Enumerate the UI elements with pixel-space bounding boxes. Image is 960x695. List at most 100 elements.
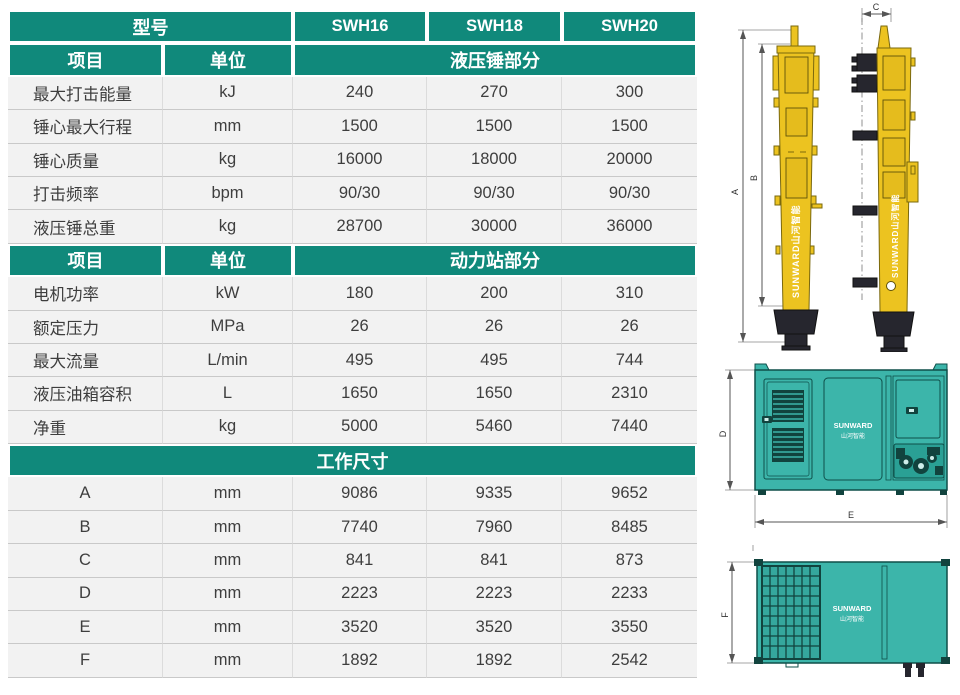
table-row: 锤心最大行程 mm 1500 1500 1500 [8, 110, 697, 144]
cell-value: 300 [562, 76, 697, 111]
dimension-arrows [729, 562, 735, 663]
col-header-swh20: SWH20 [562, 10, 697, 44]
table-row: 锤心质量 kg 16000 18000 20000 [8, 143, 697, 177]
cell-unit: mm [163, 477, 293, 511]
cell-value: 1500 [427, 110, 562, 144]
cell-value: 744 [562, 343, 697, 378]
cell-value: 90/30 [427, 176, 562, 211]
cell-unit: kg [163, 410, 293, 445]
section-header-row: 项目 单位 动力站部分 [8, 243, 697, 278]
table-row: 液压锤总重 kg 28700 30000 36000 [8, 210, 697, 244]
cell-value: 90/30 [562, 176, 697, 211]
cell-unit: MPa [163, 310, 293, 344]
cell-unit: kJ [163, 76, 293, 111]
cell-item: F [8, 644, 163, 678]
cell-value: 1892 [427, 644, 562, 678]
cell-value: 1500 [562, 110, 697, 144]
table-row: 净重 kg 5000 5460 7440 [8, 410, 697, 445]
cell-value: 26 [562, 310, 697, 344]
dimension-lines [725, 369, 948, 528]
cell-value: 2223 [293, 577, 427, 612]
pump-assembly [893, 443, 945, 479]
section-header-row: 工作尺寸 [8, 444, 697, 478]
unit-label-header: 单位 [163, 243, 293, 278]
section-header-row: 项目 单位 液压锤部分 [8, 43, 697, 77]
cell-value: 270 [427, 76, 562, 111]
svg-text:山河智能: 山河智能 [841, 432, 865, 440]
louver-vents [772, 390, 804, 462]
svg-text:SUNWARD: SUNWARD [834, 421, 873, 430]
cell-value: 3520 [293, 611, 427, 645]
cell-unit: mm [163, 510, 293, 545]
table-row: 液压油箱容积 L 1650 1650 2310 [8, 377, 697, 411]
cell-item: B [8, 510, 163, 545]
cell-unit: L [163, 377, 293, 411]
section-title-hammer: 液压锤部分 [293, 43, 697, 77]
table-row: E mm 3520 3520 3550 [8, 611, 697, 645]
cell-value: 2233 [562, 577, 697, 612]
svg-text:山河智能: 山河智能 [840, 615, 864, 623]
table-row: C mm 841 841 873 [8, 544, 697, 578]
cell-value: 841 [293, 544, 427, 578]
cell-item: 额定压力 [8, 310, 163, 344]
dim-label-C: C [873, 2, 880, 12]
cell-value: 9335 [427, 477, 562, 511]
cell-unit: mm [163, 611, 293, 645]
cell-value: 26 [293, 310, 427, 344]
table-row: 额定压力 MPa 26 26 26 [8, 310, 697, 344]
cell-unit: mm [163, 110, 293, 144]
table-row: 电机功率 kW 180 200 310 [8, 277, 697, 311]
cell-value: 310 [562, 277, 697, 311]
cell-unit: mm [163, 644, 293, 678]
sunward-logo: SUNWARD 山河智能 [834, 421, 873, 440]
cell-value: 90/30 [293, 176, 427, 211]
power-station-cabinet-end: SUNWARD 山河智能 [754, 559, 950, 677]
cell-unit: L/min [163, 343, 293, 378]
col-header-swh16: SWH16 [293, 10, 427, 44]
cell-item: A [8, 477, 163, 511]
hammer-side-view: SUNWARD山河智能 [851, 25, 919, 352]
dim-label-F: F [720, 612, 730, 618]
model-label-header: 型号 [8, 10, 293, 44]
table-header-row: 型号 SWH16 SWH18 SWH20 [8, 10, 697, 44]
cell-value: 2542 [562, 644, 697, 678]
cell-value: 495 [427, 343, 562, 378]
spec-table: 型号 SWH16 SWH18 SWH20 项目 单位 液压锤部分 最大打击能量 … [8, 10, 697, 678]
cell-value: 200 [427, 277, 562, 311]
cell-value: 28700 [293, 210, 427, 244]
cell-value: 1500 [293, 110, 427, 144]
dimension-lines [727, 561, 757, 664]
cell-value: 2223 [427, 577, 562, 612]
cell-item: 最大流量 [8, 343, 163, 378]
hammer-towers-drawing: A B C [730, 2, 919, 352]
radiator-grille [761, 565, 821, 660]
table-row: 打击频率 bpm 90/30 90/30 90/30 [8, 176, 697, 211]
cell-unit: mm [163, 577, 293, 612]
cell-item: E [8, 611, 163, 645]
cell-item: 打击频率 [8, 176, 163, 211]
cell-value: 5460 [427, 410, 562, 445]
table-row: F mm 1892 1892 2542 [8, 644, 697, 678]
cell-value: 18000 [427, 143, 562, 177]
cell-value: 26 [427, 310, 562, 344]
cell-item: C [8, 544, 163, 578]
table-row: 最大打击能量 kJ 240 270 300 [8, 76, 697, 111]
cell-value: 240 [293, 76, 427, 111]
item-label-header: 项目 [8, 43, 163, 77]
cell-item: 锤心质量 [8, 143, 163, 177]
cell-value: 7960 [427, 510, 562, 545]
cell-unit: kW [163, 277, 293, 311]
cell-item: D [8, 577, 163, 612]
cell-item: 净重 [8, 410, 163, 445]
cell-unit: kg [163, 210, 293, 244]
cell-value: 30000 [427, 210, 562, 244]
cell-value: 2310 [562, 377, 697, 411]
cell-item: 液压油箱容积 [8, 377, 163, 411]
hammer-front-view: SUNWARD山河智能 [772, 25, 823, 351]
power-station-end-drawing: F SUNWARD 山河智能 [720, 545, 950, 677]
power-station-side-drawing: D E [718, 363, 948, 528]
cell-value: 495 [293, 343, 427, 378]
corner-caps [754, 559, 950, 664]
cell-value: 1892 [293, 644, 427, 678]
